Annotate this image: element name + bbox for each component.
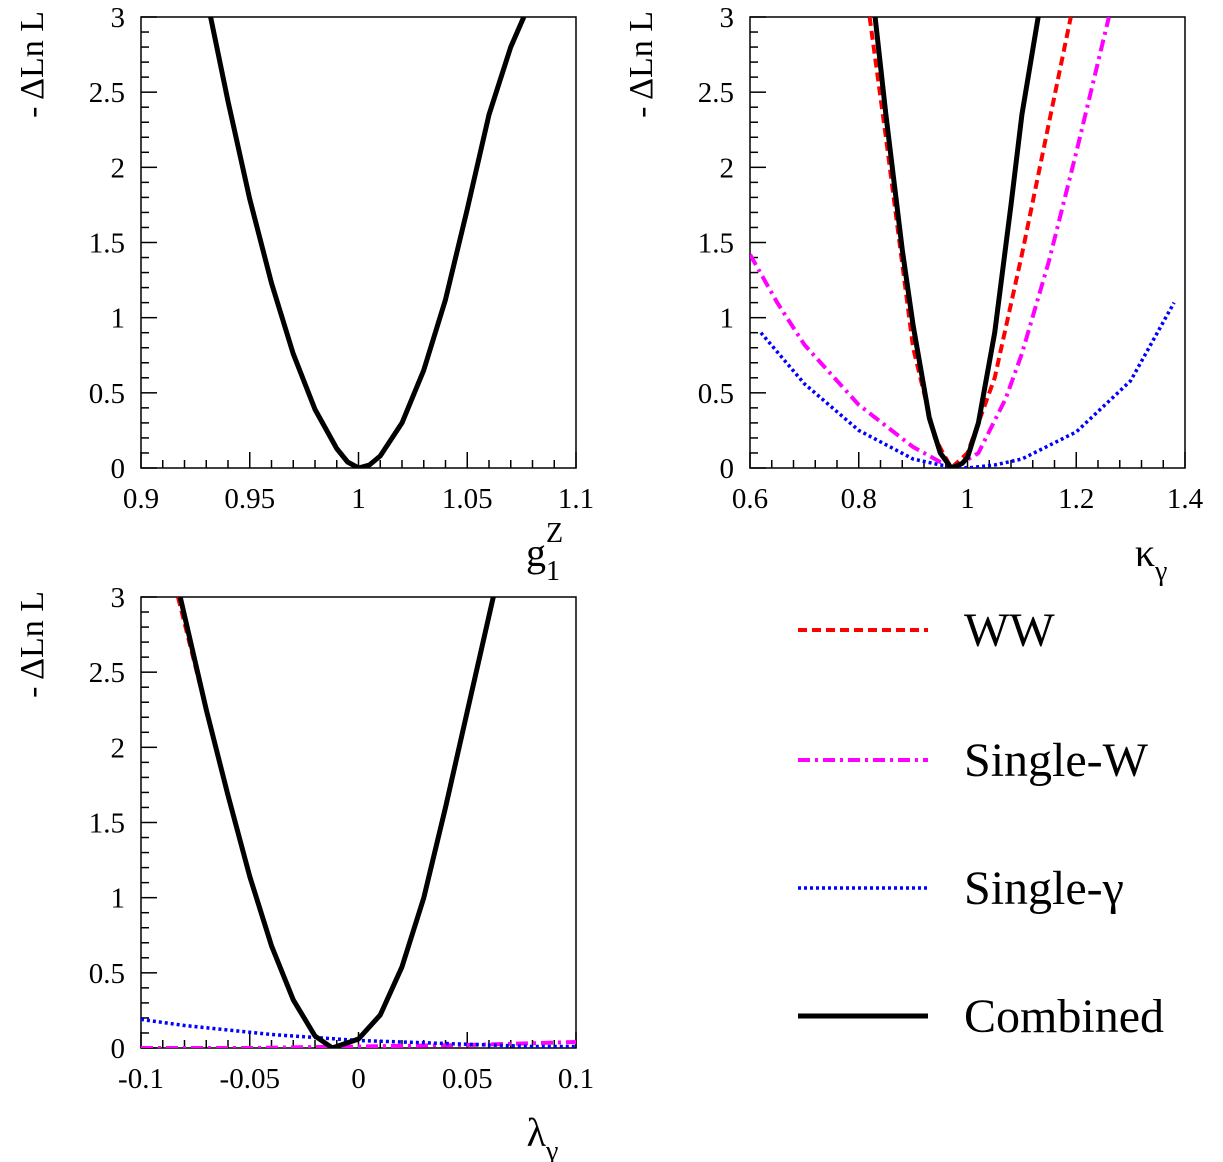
x-axis-label-main: g bbox=[526, 530, 546, 575]
series-line-single-gamma bbox=[759, 301, 1176, 468]
y-tick-label: 0.5 bbox=[698, 378, 734, 410]
x-tick-label: 1 bbox=[351, 483, 366, 515]
x-tick-label: 1 bbox=[960, 483, 975, 515]
y-tick-label: 0.5 bbox=[89, 958, 125, 990]
y-tick-label: 2.5 bbox=[698, 77, 734, 109]
x-tick-label: 0.9 bbox=[123, 483, 159, 515]
series-line-combined bbox=[208, 17, 527, 468]
y-tick-label: 1 bbox=[720, 303, 735, 335]
y-tick-label: 0 bbox=[720, 453, 735, 485]
series-line-combined bbox=[872, 17, 1041, 468]
panel-lambda-gamma: -0.1 -0.05 0 0.05 0.1 0 0.5 1 1.5 2 2.5 3 - ΔLn L λ γ bbox=[14, 582, 594, 1162]
x-tick-label: 0.95 bbox=[224, 483, 275, 515]
y-axis-label: - ΔLn L bbox=[14, 591, 51, 698]
legend-label-ww: WW bbox=[964, 604, 1055, 657]
x-axis-label: g 1 Z bbox=[526, 518, 563, 587]
x-tick-label: 1.2 bbox=[1058, 483, 1094, 515]
x-tick-label: -0.05 bbox=[220, 1063, 280, 1095]
y-tick-label: 2.5 bbox=[89, 77, 125, 109]
series-line-combined bbox=[177, 597, 496, 1048]
legend-label-single-gamma: Single-γ bbox=[964, 862, 1124, 915]
x-tick-label: 0.6 bbox=[732, 483, 768, 515]
y-tick-label: 2.5 bbox=[89, 657, 125, 689]
y-tick-label: 0 bbox=[111, 1033, 126, 1065]
x-axis-label-main: λ bbox=[527, 1110, 547, 1155]
x-axis-label-subscript: γ bbox=[545, 1136, 558, 1162]
y-axis-label: - ΔLn L bbox=[14, 11, 51, 118]
y-tick-label: 1.5 bbox=[698, 228, 734, 260]
x-tick-label: 1.4 bbox=[1167, 483, 1204, 515]
y-tick-label: 0.5 bbox=[89, 378, 125, 410]
plot-frame bbox=[749, 16, 1186, 469]
x-tick-label: 0.8 bbox=[841, 483, 877, 515]
y-tick-label: 2 bbox=[111, 732, 126, 764]
x-tick-label: -0.1 bbox=[118, 1063, 164, 1095]
y-tick-label: 0 bbox=[111, 453, 126, 485]
x-tick-label: 1.05 bbox=[442, 483, 493, 515]
x-tick-label: 0.1 bbox=[558, 1063, 594, 1095]
x-axis-label-main: κ bbox=[1135, 530, 1155, 575]
y-tick-label: 1 bbox=[111, 883, 126, 915]
panel-kappa-gamma: 0.6 0.8 1 1.2 1.4 0 0.5 1 1.5 2 2.5 3 - ΔLn L κ γ bbox=[623, 2, 1204, 587]
y-tick-label: 3 bbox=[111, 582, 126, 614]
plot-frame bbox=[140, 596, 577, 1049]
x-tick-label: 0 bbox=[351, 1063, 366, 1095]
y-tick-label: 2 bbox=[720, 152, 735, 184]
y-tick-label: 1 bbox=[111, 303, 126, 335]
y-tick-label: 1.5 bbox=[89, 228, 125, 260]
y-tick-label: 3 bbox=[720, 2, 735, 34]
series-line-single-w bbox=[141, 1040, 576, 1048]
series-line-ww bbox=[176, 597, 496, 1048]
plot-frame bbox=[140, 16, 577, 469]
y-tick-label: 2 bbox=[111, 152, 126, 184]
panel-g1z: 0.9 0.95 1 1.05 1.100.511.522.53- ΔLn Lg 1Z bbox=[14, 2, 594, 587]
x-tick-label: 1.1 bbox=[558, 483, 594, 515]
y-axis-label: - ΔLn L bbox=[623, 11, 660, 118]
x-axis-label-subscript: 1 bbox=[546, 556, 560, 587]
y-tick-label: 1.5 bbox=[89, 808, 125, 840]
legend: WW Single-W Single-γ Combined bbox=[798, 604, 1164, 1043]
x-axis-label-subscript: γ bbox=[1154, 556, 1167, 587]
legend-label-combined: Combined bbox=[964, 990, 1164, 1043]
legend-label-single-w: Single-W bbox=[964, 734, 1149, 787]
x-axis-label-superscript: Z bbox=[546, 518, 563, 549]
y-tick-label: 3 bbox=[111, 2, 126, 34]
x-tick-label: 0.05 bbox=[442, 1063, 493, 1095]
